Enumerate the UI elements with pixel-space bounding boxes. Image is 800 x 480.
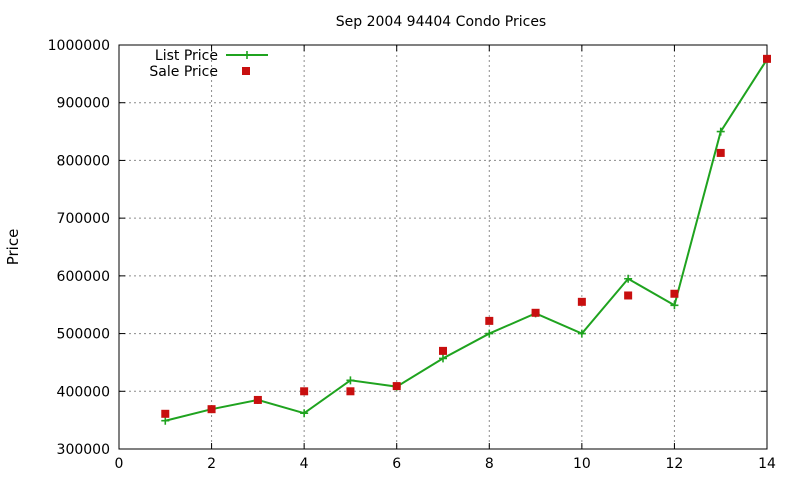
series-layer [161,54,771,425]
data-point [531,308,540,317]
x-tick-label: 12 [666,456,684,472]
data-point [670,301,679,310]
data-point [253,395,262,404]
series-line [165,58,768,422]
legend-label: Sale Price [149,64,218,80]
series-sale-price [161,54,771,418]
data-point [577,329,586,338]
y-tick-label: 500000 [57,327,110,343]
data-point [763,54,771,63]
x-tick-label: 8 [485,456,494,472]
data-point [346,387,355,396]
legend-label: List Price [155,48,218,64]
x-tick-label: 10 [573,456,591,472]
data-point [577,297,586,306]
y-tick-label: 700000 [57,211,110,227]
data-point [300,409,309,418]
y-tick-label: 600000 [57,269,110,285]
data-point [670,289,679,298]
data-point [716,148,725,157]
legend-marker [243,51,251,59]
legend-swatch [242,67,250,75]
data-point [624,291,633,300]
data-point [346,376,355,385]
x-tick-label: 0 [115,456,124,472]
data-point [161,416,170,425]
data-point [300,387,309,396]
y-tick-label: 900000 [57,96,110,112]
data-point [485,329,494,338]
y-tick-label: 400000 [57,384,110,400]
data-point [161,409,170,418]
x-tick-label: 6 [392,456,401,472]
data-point [392,382,401,391]
data-point [439,346,447,355]
data-point [624,274,633,283]
y-tick-label: 300000 [57,442,110,458]
plot-frame [118,44,768,450]
x-tick-label: 4 [300,456,309,472]
y-tick-label: 800000 [57,153,110,169]
data-point [439,354,447,363]
data-point [716,127,725,136]
grid [119,45,767,449]
series-list-price [161,55,771,425]
y-axis-label: Price [4,229,22,266]
axis-ticks: 0 2 4 6 8 10 12 14 300000 400000 500000 600000 70000… [48,38,776,472]
x-tick-label: 2 [207,456,216,472]
y-tick-label: 1000000 [48,38,110,54]
data-point [207,405,216,414]
data-point [485,316,494,325]
x-tick-label: 14 [758,456,776,472]
chart-title: Sep 2004 94404 Condo Prices [336,14,546,30]
